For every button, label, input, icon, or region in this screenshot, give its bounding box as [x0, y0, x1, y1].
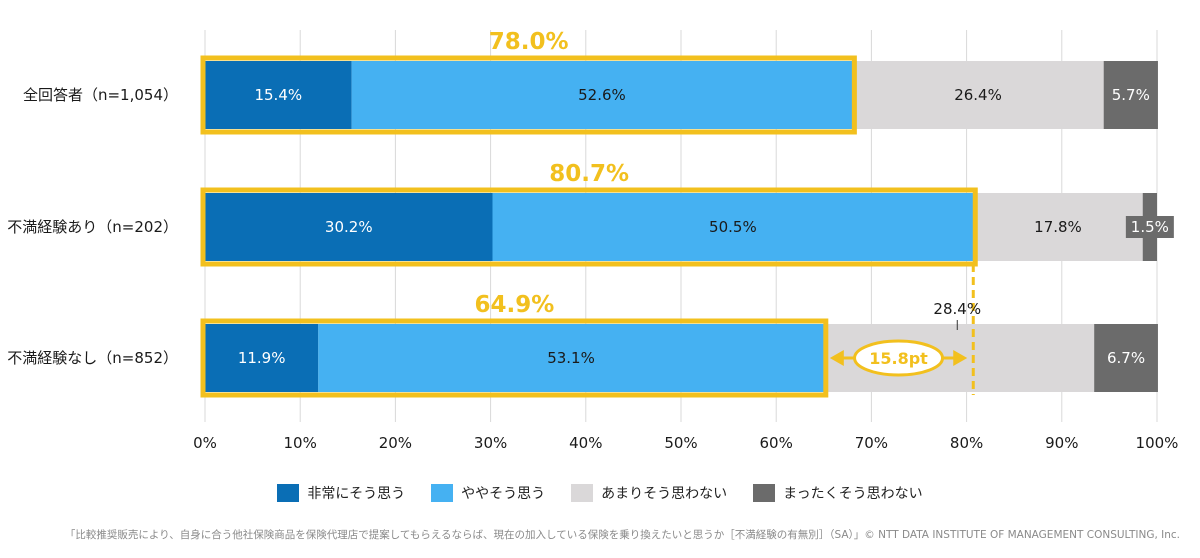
legend-label: ややそう思う	[461, 486, 546, 502]
arrow-head-left	[829, 350, 844, 366]
highlight-total: 64.9%	[475, 292, 555, 318]
x-tick-label: 0%	[193, 434, 217, 452]
x-tick-label: 80%	[950, 434, 983, 452]
legend-item-not-at-all: まったくそう思わない	[753, 483, 923, 503]
data-label: 15.4%	[254, 86, 302, 104]
x-tick-label: 10%	[284, 434, 317, 452]
footnote: 「比較推奨販売により、自身に合う他社保険商品を保険代理店で提案してもらえるならば…	[64, 529, 1180, 541]
data-label: 26.4%	[954, 86, 1002, 104]
bar-segment	[973, 193, 1143, 261]
difference-badge	[853, 339, 945, 377]
highlight-box	[200, 187, 978, 267]
x-tick-label: 90%	[1045, 434, 1078, 452]
bar-segment	[318, 324, 824, 392]
bar-segment	[492, 193, 974, 261]
bar-segment	[351, 61, 853, 129]
data-label: 6.7%	[1107, 349, 1145, 367]
legend-swatch	[571, 484, 594, 502]
category-label: 不満経験なし（n=852）	[7, 349, 178, 367]
bar-segment	[205, 61, 352, 129]
x-tick-label: 60%	[760, 434, 793, 452]
bar-segment	[852, 61, 1104, 129]
data-label-background	[1125, 216, 1174, 238]
x-tick-label: 100%	[1136, 434, 1179, 452]
x-tick-label: 40%	[569, 434, 602, 452]
x-tick-label: 70%	[855, 434, 888, 452]
legend-swatch	[431, 484, 454, 502]
category-label: 全回答者（n=1,054）	[23, 86, 178, 104]
data-label: 1.5%	[1131, 218, 1169, 236]
x-tick-label: 30%	[474, 434, 507, 452]
bar-segment	[205, 193, 493, 261]
highlight-box	[200, 55, 857, 135]
data-label: 17.8%	[1034, 218, 1082, 236]
legend-swatch	[753, 484, 776, 502]
stacked-bar-chart: 15.4% 52.6% 26.4% 5.7% 全回答者（n=1,054） 78.0% 30.…	[7, 29, 1179, 452]
callout-label: 28.4%	[933, 300, 981, 318]
highlight-box	[200, 318, 829, 398]
data-label: 5.7%	[1112, 86, 1150, 104]
chart-legend: 非常にそう思う ややそう思う あまりそう思わない まったくそう思わない	[0, 481, 1200, 505]
x-tick-label: 20%	[379, 434, 412, 452]
legend-label: あまりそう思わない	[601, 486, 728, 502]
legend-swatch	[277, 484, 300, 502]
legend-item-not-much: あまりそう思わない	[571, 483, 727, 503]
data-label: 50.5%	[709, 218, 757, 236]
data-label: 30.2%	[325, 218, 373, 236]
difference-label: 15.8pt	[869, 349, 928, 368]
bar-segment	[205, 324, 319, 392]
arrow-head-right	[953, 350, 968, 366]
legend-label: まったくそう思わない	[783, 486, 923, 502]
legend-item-somewhat: ややそう思う	[431, 483, 545, 503]
highlight-total: 78.0%	[489, 29, 569, 55]
x-tick-label: 50%	[664, 434, 697, 452]
category-label: 不満経験あり（n=202）	[7, 218, 178, 236]
data-label: 53.1%	[547, 349, 595, 367]
bar-segment	[1103, 61, 1158, 129]
data-label: 11.9%	[238, 349, 286, 367]
data-label: 52.6%	[578, 86, 626, 104]
legend-item-very-much: 非常にそう思う	[277, 483, 405, 503]
bar-segment	[1094, 324, 1158, 392]
legend-label: 非常にそう思う	[307, 486, 406, 502]
highlight-total: 80.7%	[549, 161, 629, 187]
